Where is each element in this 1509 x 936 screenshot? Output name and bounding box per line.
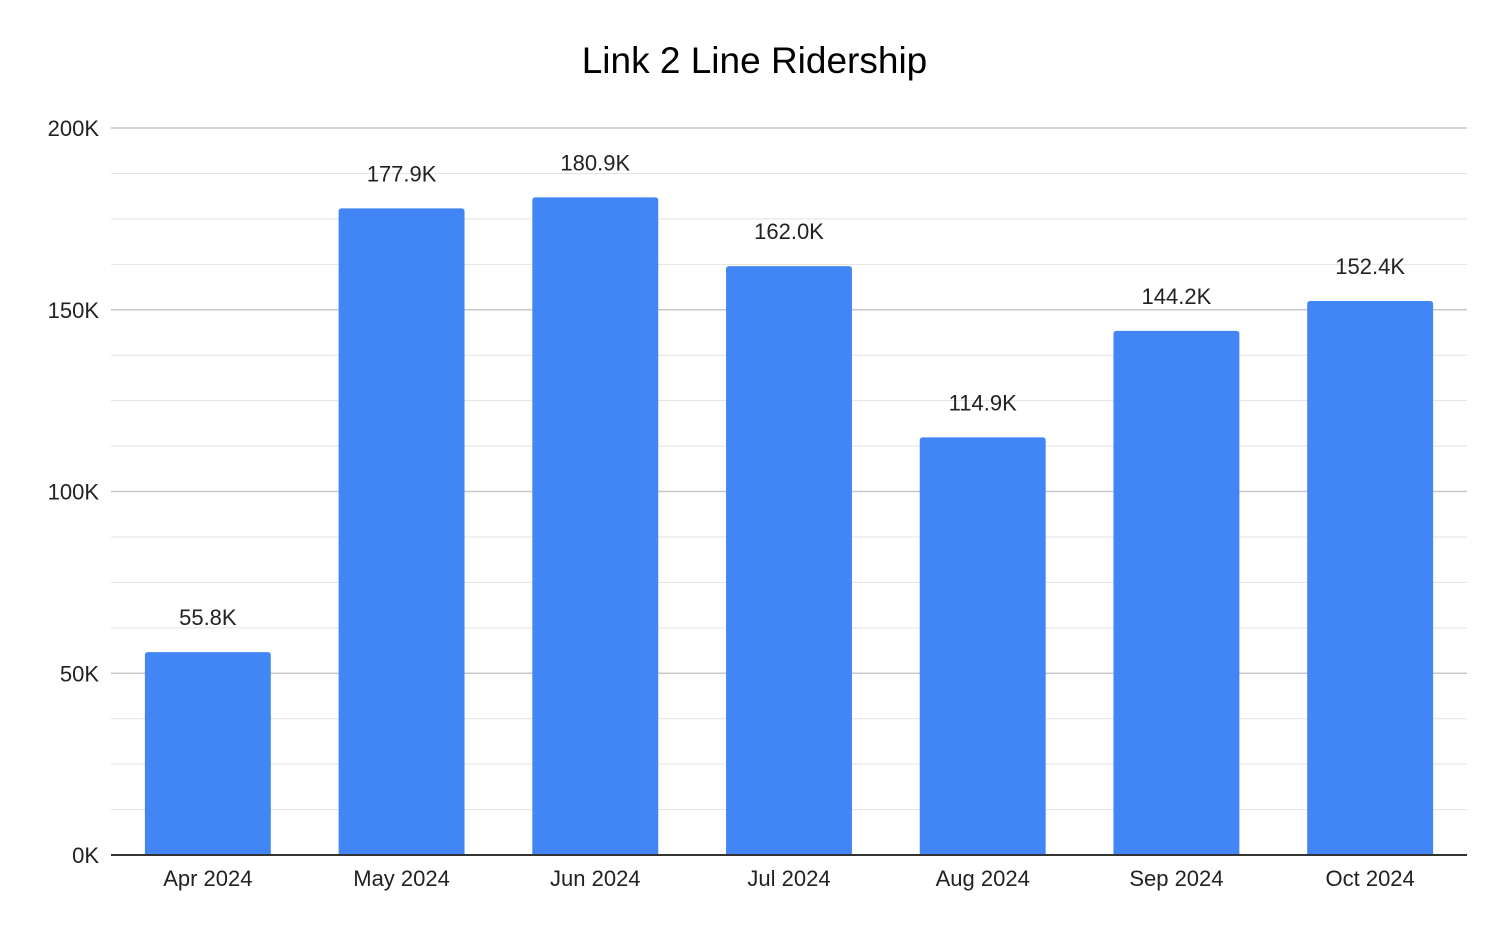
bar-data-label: 177.9K: [367, 161, 437, 186]
y-tick-label: 100K: [48, 480, 100, 505]
bar-data-label: 114.9K: [949, 390, 1017, 415]
y-tick-label: 0K: [72, 843, 99, 868]
bar: [919, 437, 1046, 855]
bar-data-label: 55.8K: [179, 605, 237, 630]
x-tick-label: May 2024: [353, 866, 450, 891]
bar: [144, 652, 271, 855]
y-tick-label: 50K: [60, 661, 99, 686]
bars: [144, 197, 1434, 856]
bar: [1307, 301, 1434, 855]
x-tick-label: Apr 2024: [163, 866, 252, 891]
chart-title: Link 2 Line Ridership: [581, 40, 928, 81]
bar: [338, 208, 465, 855]
y-axis-tick-labels: 0K 50K 100K 150K 200K: [48, 116, 100, 868]
x-tick-label: Sep 2024: [1129, 866, 1223, 891]
data-labels: 55.8K 177.9K 180.9K 162.0K 114.9K 144.2K 152.4…: [179, 150, 1405, 630]
bar-data-label: 162.0K: [754, 219, 824, 244]
bar: [532, 197, 659, 856]
y-tick-label: 200K: [48, 116, 100, 141]
x-tick-label: Oct 2024: [1326, 866, 1415, 891]
x-axis-tick-labels: Apr 2024 May 2024 Jun 2024 Jul 2024 Aug 2024…: [163, 866, 1415, 891]
bar-data-label: 152.4K: [1335, 254, 1405, 279]
x-tick-label: Jun 2024: [550, 866, 641, 891]
bar: [726, 266, 852, 855]
bar-data-label: 180.9K: [560, 150, 630, 175]
x-tick-label: Jul 2024: [747, 866, 830, 891]
bar: [1113, 330, 1240, 855]
x-tick-label: Aug 2024: [936, 866, 1030, 891]
bar-data-label: 144.2K: [1142, 284, 1212, 309]
y-tick-label: 150K: [48, 298, 100, 323]
